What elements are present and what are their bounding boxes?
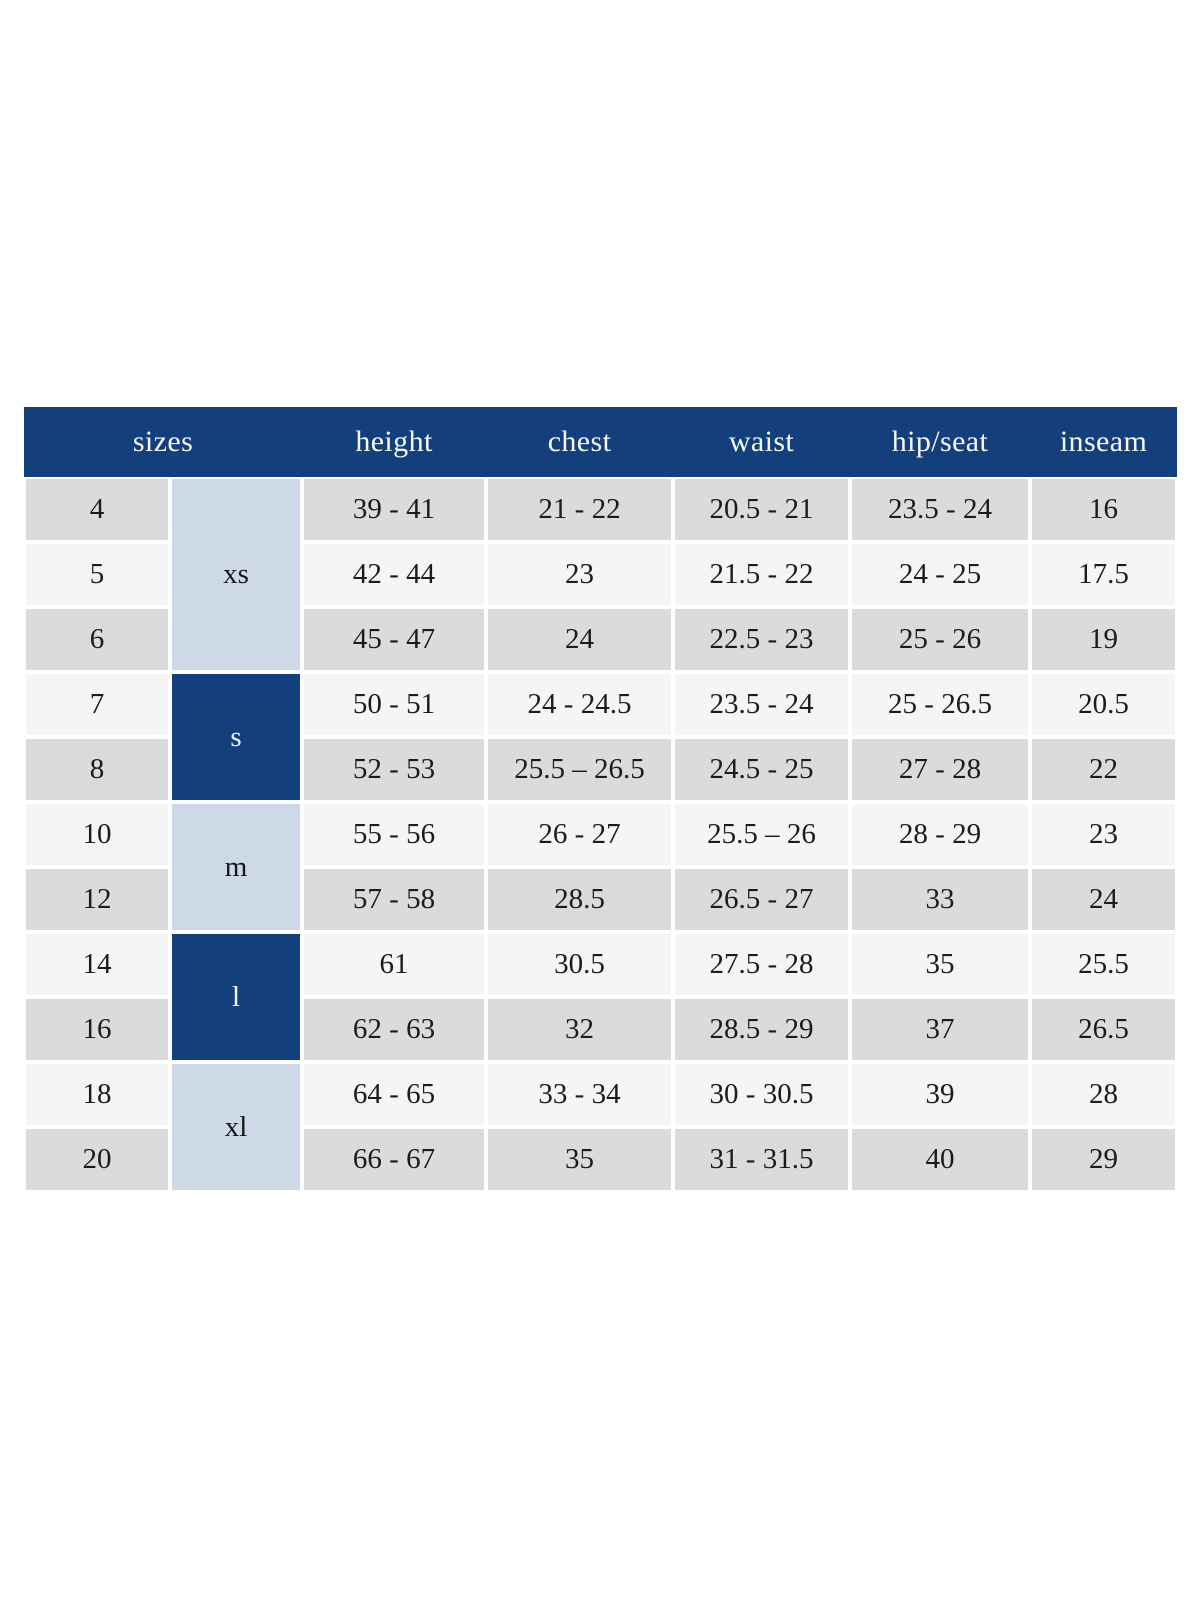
size-cell: 14 (24, 932, 170, 997)
size-cell: 8 (24, 737, 170, 802)
inseam-cell: 29 (1030, 1127, 1178, 1192)
height-cell: 45 - 47 (302, 607, 487, 672)
table-row-size-8: 8 52 - 53 25.5 – 26.5 24.5 - 25 27 - 28 … (24, 737, 1178, 802)
waist-cell: 28.5 - 29 (673, 997, 851, 1062)
chest-cell: 24 (486, 607, 674, 672)
group-cell-l: l (170, 932, 303, 1062)
inseam-cell: 20.5 (1030, 672, 1178, 737)
hip-seat-cell: 27 - 28 (850, 737, 1031, 802)
size-cell: 18 (24, 1062, 170, 1127)
hip-seat-cell: 39 (850, 1062, 1031, 1127)
inseam-cell: 22 (1030, 737, 1178, 802)
table-row-size-4: 4 xs 39 - 41 21 - 22 20.5 - 21 23.5 - 24… (24, 477, 1178, 672)
chest-cell: 25.5 – 26.5 (486, 737, 674, 802)
hip-seat-cell: 40 (850, 1127, 1031, 1192)
group-cell-m: m (170, 802, 303, 932)
size-cell: 4 (24, 477, 170, 542)
table-row-size-12: 12 57 - 58 28.5 26.5 - 27 33 24 (24, 867, 1178, 932)
chest-cell: 32 (486, 997, 674, 1062)
waist-cell: 20.5 - 21 (673, 477, 851, 542)
group-cell-s: s (170, 672, 303, 802)
size-cell: 5 (24, 542, 170, 607)
waist-cell: 30 - 30.5 (673, 1062, 851, 1127)
header-row: sizes height chest waist hip/seat inseam (24, 407, 1178, 477)
inseam-cell: 16 (1030, 477, 1178, 542)
table-row-size-18: 18 xl 64 - 65 33 - 34 30 - 30.5 39 28 (24, 1062, 1178, 1192)
chest-cell: 24 - 24.5 (486, 672, 674, 737)
size-cell: 12 (24, 867, 170, 932)
size-cell: 10 (24, 802, 170, 867)
height-cell: 62 - 63 (302, 997, 487, 1062)
hip-seat-cell: 25 - 26.5 (850, 672, 1031, 737)
group-cell-xs: xs (170, 477, 303, 672)
inseam-cell: 19 (1030, 607, 1178, 672)
header-inseam: inseam (1030, 407, 1178, 477)
header-waist: waist (673, 407, 851, 477)
inseam-cell: 28 (1030, 1062, 1178, 1127)
waist-cell: 21.5 - 22 (673, 542, 851, 607)
hip-seat-cell: 23.5 - 24 (850, 477, 1031, 542)
header-chest: chest (486, 407, 674, 477)
chest-cell: 28.5 (486, 867, 674, 932)
waist-cell: 25.5 – 26 (673, 802, 851, 867)
size-cell: 20 (24, 1127, 170, 1192)
group-cell-xl: xl (170, 1062, 303, 1192)
height-cell: 50 - 51 (302, 672, 487, 737)
chest-cell: 26 - 27 (486, 802, 674, 867)
table-row-size-14: 14 l 61 30.5 27.5 - 28 35 25.5 (24, 932, 1178, 1062)
inseam-cell: 24 (1030, 867, 1178, 932)
header-height: height (302, 407, 487, 477)
waist-cell: 26.5 - 27 (673, 867, 851, 932)
chest-cell: 23 (486, 542, 674, 607)
inseam-cell: 25.5 (1030, 932, 1178, 997)
height-cell: 55 - 56 (302, 802, 487, 867)
inseam-cell: 17.5 (1030, 542, 1178, 607)
height-cell: 66 - 67 (302, 1127, 487, 1192)
height-cell: 64 - 65 (302, 1062, 487, 1127)
hip-seat-cell: 28 - 29 (850, 802, 1031, 867)
height-cell: 42 - 44 (302, 542, 487, 607)
size-chart-table: sizes height chest waist hip/seat inseam… (24, 407, 1178, 1192)
chest-cell: 21 - 22 (486, 477, 674, 542)
waist-cell: 23.5 - 24 (673, 672, 851, 737)
size-cell: 16 (24, 997, 170, 1062)
height-cell: 61 (302, 932, 487, 997)
chest-cell: 35 (486, 1127, 674, 1192)
hip-seat-cell: 35 (850, 932, 1031, 997)
chest-cell: 33 - 34 (486, 1062, 674, 1127)
inseam-cell: 26.5 (1030, 997, 1178, 1062)
header-hip-seat: hip/seat (850, 407, 1031, 477)
table-row-size-6: 6 45 - 47 24 22.5 - 23 25 - 26 19 (24, 607, 1178, 672)
header-sizes: sizes (24, 407, 303, 477)
chest-cell: 30.5 (486, 932, 674, 997)
hip-seat-cell: 24 - 25 (850, 542, 1031, 607)
table-row-size-5: 5 42 - 44 23 21.5 - 22 24 - 25 17.5 (24, 542, 1178, 607)
hip-seat-cell: 37 (850, 997, 1031, 1062)
table-row-size-16: 16 62 - 63 32 28.5 - 29 37 26.5 (24, 997, 1178, 1062)
table-row-size-20: 20 66 - 67 35 31 - 31.5 40 29 (24, 1127, 1178, 1192)
waist-cell: 22.5 - 23 (673, 607, 851, 672)
table-row-size-7: 7 s 50 - 51 24 - 24.5 23.5 - 24 25 - 26.… (24, 672, 1178, 802)
height-cell: 57 - 58 (302, 867, 487, 932)
waist-cell: 24.5 - 25 (673, 737, 851, 802)
size-cell: 6 (24, 607, 170, 672)
hip-seat-cell: 25 - 26 (850, 607, 1031, 672)
inseam-cell: 23 (1030, 802, 1178, 867)
hip-seat-cell: 33 (850, 867, 1031, 932)
waist-cell: 27.5 - 28 (673, 932, 851, 997)
table-row-size-10: 10 m 55 - 56 26 - 27 25.5 – 26 28 - 29 2… (24, 802, 1178, 932)
height-cell: 52 - 53 (302, 737, 487, 802)
waist-cell: 31 - 31.5 (673, 1127, 851, 1192)
height-cell: 39 - 41 (302, 477, 487, 542)
size-cell: 7 (24, 672, 170, 737)
